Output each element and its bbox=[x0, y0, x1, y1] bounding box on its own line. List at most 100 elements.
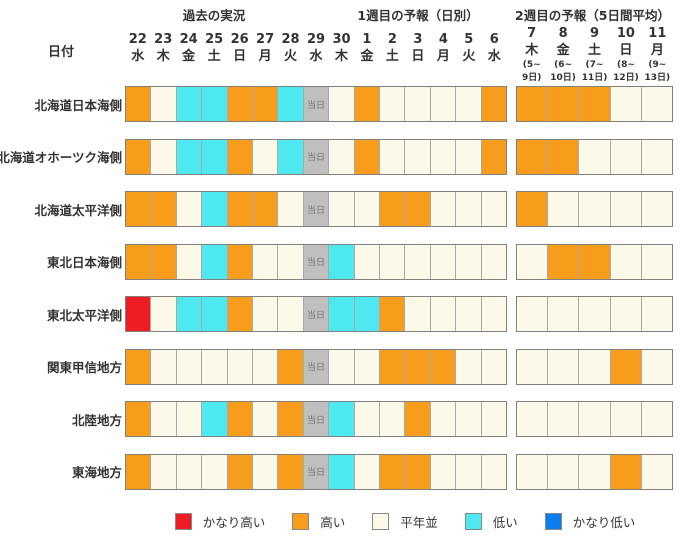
cell-high bbox=[126, 87, 152, 121]
cell-normal bbox=[151, 402, 177, 436]
cell-low bbox=[202, 244, 228, 279]
legend-swatch-very-low bbox=[544, 513, 562, 530]
cell-today: 当日 bbox=[303, 454, 330, 489]
cell-normal bbox=[253, 297, 279, 331]
cell-normal bbox=[610, 297, 642, 331]
cell-high bbox=[253, 192, 279, 226]
cell-high bbox=[481, 139, 507, 174]
cell-high bbox=[481, 87, 507, 121]
cell-normal bbox=[579, 297, 611, 331]
cell-normal bbox=[548, 402, 580, 436]
cell-normal bbox=[456, 297, 482, 331]
cell-normal bbox=[380, 87, 406, 121]
date-range-column-header: 9 土 (7~ 11日) bbox=[579, 25, 610, 85]
cell-normal bbox=[380, 402, 406, 436]
region-label: 北陸地方 bbox=[71, 412, 122, 428]
date-weekday: 金 bbox=[182, 49, 196, 64]
cell-normal bbox=[641, 297, 673, 331]
region-label: 東海地方 bbox=[71, 465, 122, 480]
cell-normal bbox=[456, 87, 482, 121]
region-label: 北海道太平洋側 bbox=[34, 202, 122, 218]
row-strip-daily: 当日 bbox=[125, 453, 507, 490]
cell-normal bbox=[517, 244, 549, 279]
cell-normal bbox=[610, 402, 642, 436]
date-column-header: 30 木 bbox=[329, 31, 354, 65]
cell-normal bbox=[610, 87, 642, 121]
cell-normal bbox=[430, 87, 457, 121]
cell-high bbox=[278, 402, 304, 436]
date-number: 23 bbox=[154, 32, 173, 47]
date-weekday: 金 bbox=[556, 43, 570, 58]
cell-normal bbox=[610, 139, 642, 174]
cell-high bbox=[227, 244, 254, 279]
cell-today: 当日 bbox=[303, 297, 330, 331]
cell-normal bbox=[176, 349, 203, 384]
cell-high bbox=[430, 349, 457, 384]
date-column-header: 25 土 bbox=[201, 31, 226, 65]
cell-normal bbox=[548, 192, 580, 226]
cell-high bbox=[126, 454, 152, 489]
cell-normal bbox=[456, 139, 482, 174]
cell-low bbox=[202, 297, 228, 331]
cell-low bbox=[176, 87, 203, 121]
cell-normal bbox=[202, 349, 228, 384]
date-range-start: (7~ bbox=[585, 60, 604, 70]
cell-normal bbox=[641, 244, 673, 279]
cell-normal bbox=[278, 297, 304, 331]
cell-normal bbox=[278, 244, 304, 279]
cell-high bbox=[227, 87, 254, 121]
cell-high bbox=[548, 139, 580, 174]
cell-normal bbox=[354, 454, 381, 489]
date-column-header: 26 日 bbox=[227, 31, 252, 65]
cell-normal bbox=[430, 454, 457, 489]
date-number: 27 bbox=[256, 32, 275, 47]
cell-high bbox=[579, 87, 611, 121]
cell-normal bbox=[481, 454, 507, 489]
cell-normal bbox=[405, 244, 431, 279]
date-range-column-header: 8 金 (6~ 10日) bbox=[547, 25, 578, 85]
region-label: 北海道オホーツク海側 bbox=[0, 150, 122, 165]
date-number: 2 bbox=[387, 32, 397, 47]
cell-today: 当日 bbox=[303, 349, 330, 384]
cell-high bbox=[126, 192, 152, 226]
date-range-start: (6~ bbox=[554, 60, 573, 70]
cell-low bbox=[202, 192, 228, 226]
cell-normal bbox=[329, 87, 355, 121]
date-range-end: 12日) bbox=[613, 73, 639, 83]
cell-normal bbox=[151, 454, 177, 489]
cell-normal bbox=[610, 192, 642, 226]
cell-normal bbox=[430, 244, 457, 279]
date-number: 25 bbox=[205, 32, 224, 47]
cell-normal bbox=[151, 349, 177, 384]
date-number: 4 bbox=[438, 32, 448, 47]
cell-normal bbox=[151, 87, 177, 121]
cell-normal bbox=[430, 402, 457, 436]
date-weekday: 土 bbox=[385, 49, 399, 64]
legend-swatch-normal bbox=[372, 513, 390, 530]
date-column-label: 日付 bbox=[47, 45, 74, 60]
cell-high bbox=[253, 87, 279, 121]
date-number: 29 bbox=[306, 32, 326, 47]
cell-normal bbox=[253, 349, 279, 384]
cell-normal bbox=[253, 244, 279, 279]
legend-label: 低い bbox=[492, 515, 518, 530]
cell-normal bbox=[548, 349, 580, 384]
date-column-header: 27 月 bbox=[252, 31, 277, 65]
cell-low bbox=[202, 139, 228, 174]
cell-very-high bbox=[126, 297, 152, 331]
cell-high bbox=[405, 192, 431, 226]
date-number: 24 bbox=[179, 32, 198, 47]
date-column-header: 29 水 bbox=[303, 31, 328, 65]
cell-normal bbox=[641, 139, 673, 174]
cell-high bbox=[227, 402, 254, 436]
cell-normal bbox=[641, 87, 673, 121]
cell-normal bbox=[151, 139, 177, 174]
cell-normal bbox=[278, 192, 304, 226]
date-weekday: 土 bbox=[207, 49, 221, 64]
row-strip-daily: 当日 bbox=[125, 138, 507, 175]
cell-normal bbox=[354, 192, 381, 226]
row-strip-daily: 当日 bbox=[125, 348, 507, 385]
